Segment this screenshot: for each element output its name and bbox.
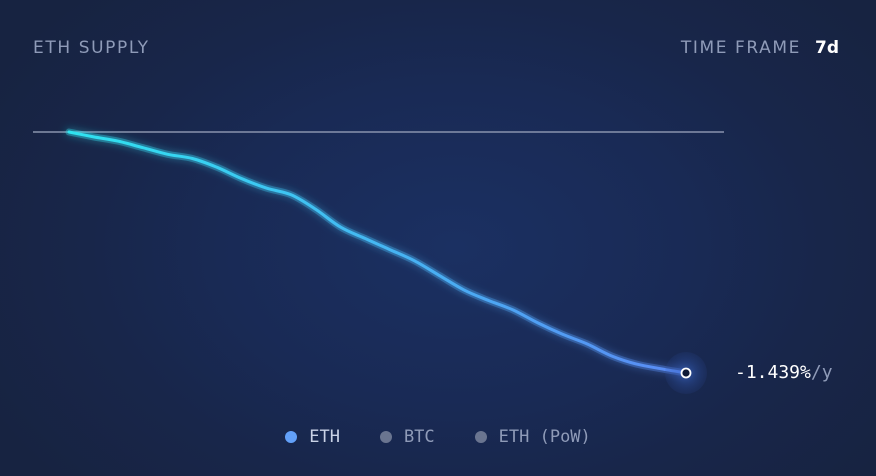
time-frame-label: TIME FRAME <box>680 38 801 58</box>
legend-dot-eth-pow <box>474 431 487 443</box>
legend-item-eth-pow[interactable]: ETH (PoW) <box>474 427 591 447</box>
time-frame-value[interactable]: 7d <box>815 38 839 58</box>
legend-dot-btc <box>379 431 392 443</box>
chart-legend: ETH BTC ETH (PoW) <box>0 427 876 447</box>
chart-title: ETH SUPPLY <box>33 38 150 58</box>
current-value-unit: /y <box>810 362 833 383</box>
legend-item-btc[interactable]: BTC <box>379 427 435 447</box>
eth-series-line <box>67 130 688 375</box>
time-frame-selector: TIME FRAME 7d <box>681 38 839 58</box>
current-value-readout: -1.439%/y <box>735 362 833 383</box>
legend-label-eth-pow: ETH (PoW) <box>498 427 591 447</box>
legend-label-btc: BTC <box>403 427 435 447</box>
legend-dot-eth <box>285 431 298 443</box>
legend-item-eth[interactable]: ETH <box>285 427 340 447</box>
legend-label-eth: ETH <box>309 427 340 447</box>
eth-series-glow <box>65 128 690 377</box>
current-value: -1.439% <box>735 362 811 383</box>
eth-endpoint-marker[interactable] <box>680 367 692 379</box>
